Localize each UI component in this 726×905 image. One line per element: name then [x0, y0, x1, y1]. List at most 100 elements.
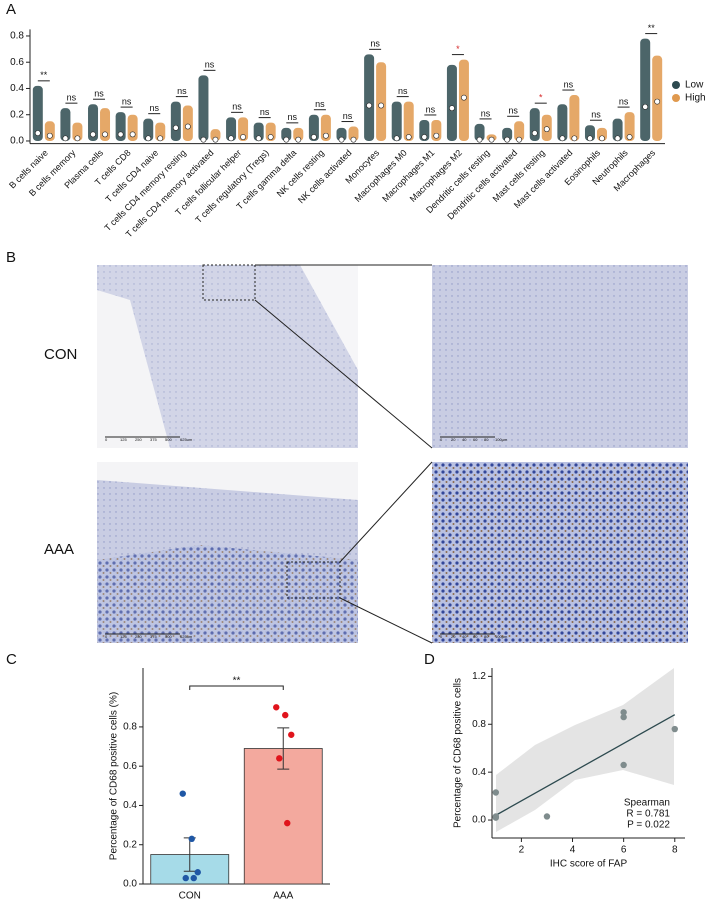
median: [295, 136, 302, 143]
median: [654, 98, 661, 105]
y-axis-label: Percentage of CD68 positive cells (%): [109, 692, 120, 860]
median: [421, 134, 428, 140]
x-tick-label: 2: [519, 845, 525, 856]
median: [405, 134, 412, 140]
data-point: [276, 755, 283, 762]
x-tick-label: AAA: [273, 891, 293, 902]
violin: [182, 105, 193, 141]
violin: [640, 38, 651, 141]
significance: ns: [205, 60, 215, 70]
zoom-connector: [339, 597, 433, 644]
median: [322, 132, 329, 139]
scale-label: 0: [105, 634, 108, 639]
scale-label: 100µm: [495, 634, 508, 639]
y-tick-label: 0.6: [10, 57, 24, 68]
scale-label: 125: [120, 437, 127, 442]
violin: [557, 104, 568, 141]
violin: [155, 122, 166, 141]
median: [117, 131, 124, 138]
violin: [569, 95, 580, 141]
median: [531, 130, 538, 136]
panel-label: C: [6, 651, 17, 668]
y-tick-label: 0.6: [123, 761, 137, 772]
median: [46, 132, 53, 139]
violin: [514, 121, 525, 141]
bar: [243, 748, 323, 885]
y-tick-label: 0.0: [472, 815, 486, 826]
x-tick-label: CON: [179, 891, 201, 902]
data-point: [179, 790, 186, 797]
scale-label: 0: [440, 634, 443, 639]
violin: [72, 122, 83, 141]
median: [587, 135, 593, 142]
image-aaa-zoom: [432, 462, 688, 643]
tissue-gap: [97, 462, 358, 500]
median: [129, 131, 136, 138]
median: [310, 134, 317, 140]
error-bar: [277, 727, 290, 770]
median: [366, 102, 373, 109]
significance: ns: [591, 110, 601, 120]
fit-line: [495, 714, 676, 816]
data-point: [671, 725, 678, 733]
median: [62, 135, 69, 142]
violin: [652, 55, 663, 141]
median: [488, 136, 495, 143]
violin: [170, 101, 181, 141]
tissue-infiltrate: [97, 545, 358, 643]
zoom-connector: [339, 461, 433, 563]
y-tick-label: 0.8: [123, 722, 137, 733]
y-tick-label: 0.4: [10, 83, 24, 94]
median: [642, 103, 649, 110]
median: [476, 136, 483, 143]
median: [283, 136, 290, 143]
median: [599, 135, 605, 142]
data-point: [282, 711, 289, 719]
median: [338, 136, 345, 143]
scale-label: 625um: [180, 634, 193, 639]
scale-label: 500: [165, 437, 172, 442]
violin: [210, 129, 221, 141]
scale-label: 625um: [180, 437, 193, 442]
legend-label: High: [685, 93, 706, 104]
violin: [88, 104, 99, 141]
significance: *: [539, 93, 543, 103]
y-tick-label: 1.2: [472, 671, 486, 682]
group-label: CON: [44, 346, 77, 363]
violin: [348, 126, 359, 141]
scale-label: 500: [165, 634, 172, 639]
significance: ns: [149, 103, 159, 113]
violin: [391, 101, 402, 141]
significance: ns: [260, 107, 270, 117]
violin: [502, 127, 513, 141]
median: [157, 135, 164, 142]
significance: ns: [232, 102, 242, 112]
median: [433, 132, 440, 139]
median: [614, 135, 621, 142]
violin: [226, 117, 237, 141]
significance: ns: [343, 111, 353, 121]
data-point: [194, 869, 201, 876]
scale-label: 250: [135, 634, 142, 639]
scale-label: 60: [473, 437, 478, 442]
median: [543, 126, 550, 133]
panel-label: A: [6, 1, 16, 18]
confidence-band: [496, 668, 674, 832]
median: [378, 102, 385, 109]
zoom-box: [286, 561, 341, 599]
scale-label: 80: [484, 437, 489, 442]
scale-label: 20: [451, 437, 456, 442]
median: [212, 136, 219, 143]
zoom-box: [202, 264, 256, 301]
data-point: [190, 874, 197, 882]
scale-label: 375: [150, 437, 157, 442]
violin: [336, 127, 347, 141]
significance: ns: [481, 108, 491, 118]
sig-bracket: [189, 685, 284, 690]
tissue: [97, 265, 358, 448]
data-point: [620, 713, 627, 721]
significance: **: [40, 70, 48, 80]
zoom-connector: [254, 299, 433, 449]
violin: [308, 114, 319, 141]
significance: ns: [398, 86, 408, 96]
